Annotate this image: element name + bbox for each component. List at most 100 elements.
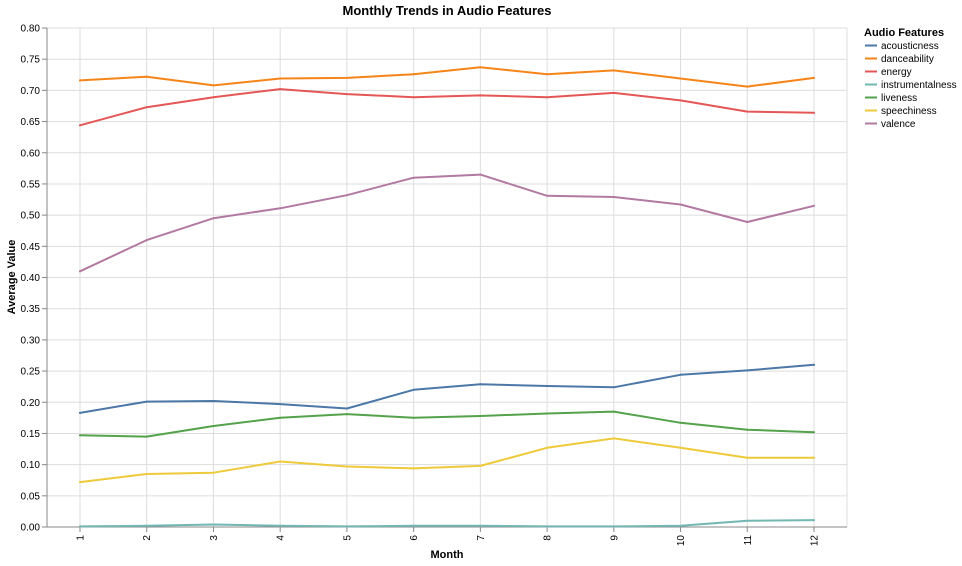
data-point-danceability [279,77,282,80]
data-point-liveness [145,435,148,438]
data-point-speechiness [145,472,148,475]
series-line-valence [79,173,815,273]
data-point-danceability [546,73,549,76]
data-point-instrumentalness [212,523,215,526]
data-point-danceability [612,69,615,72]
data-point-valence [145,239,148,242]
data-point-danceability [345,76,348,79]
data-point-speechiness [679,446,682,449]
data-point-valence [612,196,615,199]
data-point-liveness [679,421,682,424]
data-point-acousticness [612,386,615,389]
data-point-acousticness [79,411,81,414]
y-tick-label: 0.05 [21,491,41,502]
y-tick-label: 0.10 [21,460,41,471]
legend: Audio Features acousticness danceability en… [864,27,957,130]
data-point-danceability [412,73,415,76]
data-point-valence [479,173,482,176]
data-point-instrumentalness [813,519,815,522]
x-tick-label: 2 [142,535,153,541]
y-tick-label: 0.00 [21,523,41,534]
x-tick-label: 6 [409,535,420,541]
series-line-acousticness [79,363,815,414]
data-point-instrumentalness [79,525,81,528]
data-point-speechiness [212,471,215,474]
series-line-energy [79,88,815,127]
data-point-valence [279,207,282,210]
data-point-instrumentalness [612,525,615,528]
data-point-acousticness [479,383,482,386]
x-tick-label: 3 [209,535,220,541]
y-tick-label: 0.60 [21,148,41,159]
legend-label-valence: valence [881,119,916,130]
data-point-energy [412,96,415,99]
data-point-liveness [612,410,615,413]
x-axis-title: Month [431,549,464,561]
legend-title: Audio Features [864,27,944,39]
x-tick-label: 5 [342,535,353,541]
data-point-valence [679,203,682,206]
data-point-speechiness [479,464,482,467]
data-point-valence [412,176,415,179]
series-line-instrumentalness [79,519,815,528]
data-point-acousticness [679,373,682,376]
y-axis-title: Average Value [6,240,18,315]
data-point-instrumentalness [412,524,415,527]
data-point-energy [546,96,549,99]
data-point-energy [345,93,348,96]
data-point-valence [79,270,81,273]
data-point-acousticness [212,400,215,403]
data-point-speechiness [612,437,615,440]
y-tick-label: 0.45 [21,242,41,253]
data-point-danceability [679,77,682,80]
data-point-acousticness [813,363,815,366]
x-tick-label: 7 [476,535,487,541]
data-point-acousticness [412,388,415,391]
data-point-acousticness [279,403,282,406]
data-point-instrumentalness [679,524,682,527]
y-tick-label: 0.70 [21,86,41,97]
data-point-danceability [79,79,81,82]
y-tick-label: 0.80 [21,24,41,35]
x-tick-label: 8 [543,535,554,541]
data-point-energy [612,91,615,94]
series-line-speechiness [79,437,815,484]
data-point-energy [279,88,282,91]
data-point-valence [212,217,215,220]
data-point-speechiness [546,446,549,449]
data-point-acousticness [345,407,348,410]
legend-label-speechiness: speechiness [881,106,937,117]
legend-label-acousticness: acousticness [881,41,939,52]
data-point-valence [813,204,815,207]
data-point-speechiness [813,456,815,459]
data-point-danceability [813,76,815,79]
legend-label-instrumentalness: instrumentalness [881,80,957,91]
data-point-energy [746,110,749,113]
x-tick-label: 9 [609,535,620,541]
data-point-speechiness [746,456,749,459]
y-tick-label: 0.75 [21,55,41,66]
x-tick-label: 11 [743,535,754,546]
y-tick-label: 0.55 [21,179,41,190]
legend-label-energy: energy [881,67,912,78]
data-point-speechiness [279,460,282,463]
data-point-instrumentalness [279,524,282,527]
data-point-liveness [546,412,549,415]
x-tick-label: 10 [676,535,687,547]
data-point-instrumentalness [345,525,348,528]
data-point-danceability [145,75,148,78]
legend-label-liveness: liveness [881,93,917,104]
data-point-acousticness [746,369,749,372]
series-line-danceability [79,66,815,88]
y-tick-label: 0.25 [21,367,41,378]
x-tick-label: 4 [276,535,287,541]
data-point-instrumentalness [145,524,148,527]
data-point-danceability [479,66,482,69]
y-tick-label: 0.50 [21,211,41,222]
data-point-liveness [345,413,348,416]
data-point-liveness [479,414,482,417]
axes: 0.00 0.05 0.10 0.15 0.20 0.25 0.30 0.35 0.40 0.45… [21,24,847,547]
chart-title: Monthly Trends in Audio Features [343,3,552,18]
